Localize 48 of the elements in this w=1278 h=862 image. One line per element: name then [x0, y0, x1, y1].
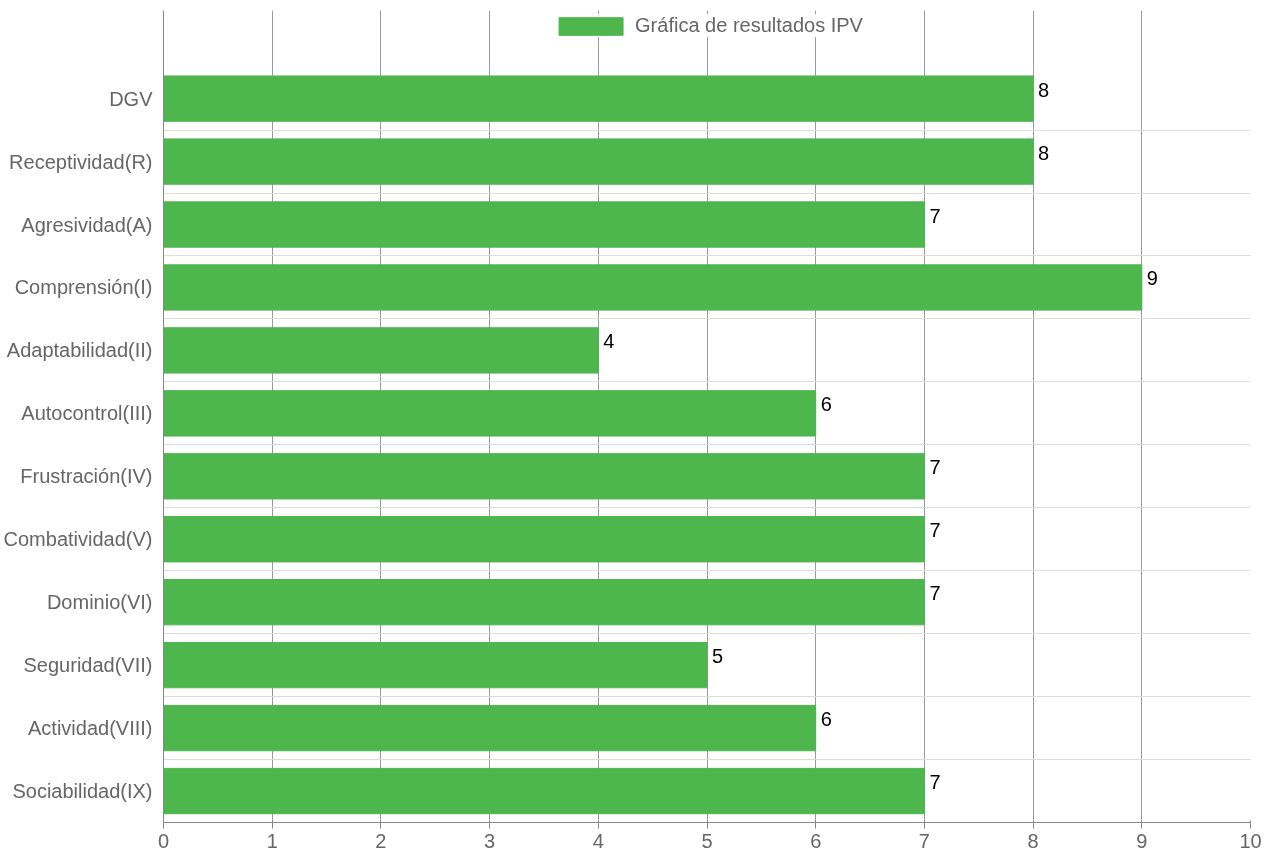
- bar: [163, 390, 817, 437]
- data-label: 6: [820, 393, 832, 416]
- x-tick-label: 10: [1239, 829, 1262, 852]
- bar: [163, 453, 925, 500]
- y-tick-label: Comprensión(I): [14, 276, 153, 299]
- x-tick-label: 2: [375, 829, 387, 852]
- x-tick-label: 4: [592, 829, 604, 852]
- x-tick-label: 6: [810, 829, 822, 852]
- data-label: 7: [929, 456, 941, 479]
- y-tick-label: Frustración(IV): [20, 465, 153, 488]
- bar: [163, 641, 708, 689]
- bar: [163, 264, 1143, 311]
- bar: [163, 767, 925, 815]
- x-tick-label: 3: [484, 829, 496, 852]
- bar: [163, 704, 817, 752]
- x-tick-label: 0: [157, 829, 170, 852]
- y-tick-label: Actividad(VIII): [28, 717, 153, 740]
- data-label: 7: [929, 204, 941, 227]
- data-label: 5: [712, 645, 724, 668]
- y-tick-label: Agresividad(A): [21, 213, 153, 236]
- data-label: 4: [603, 330, 615, 353]
- bar: [163, 516, 925, 563]
- bar: [163, 579, 925, 626]
- y-tick-label: Combatividad(V): [3, 528, 153, 551]
- y-tick-label: Dominio(VI): [46, 591, 153, 614]
- y-tick-label: Seguridad(VII): [23, 654, 153, 677]
- y-tick-label: Receptividad(R): [9, 150, 153, 173]
- x-tick-label: 5: [701, 829, 713, 852]
- data-label: 7: [929, 519, 941, 542]
- y-tick-label: Adaptabilidad(II): [6, 339, 153, 362]
- bar: [163, 138, 1034, 185]
- data-label: 6: [820, 708, 832, 731]
- legend-label: Gráfica de resultados IPV: [635, 14, 863, 37]
- data-label: 7: [929, 582, 941, 605]
- x-tick-label: 7: [918, 829, 930, 852]
- bar: [163, 201, 925, 248]
- data-label: 9: [1146, 267, 1158, 290]
- bar: [163, 327, 599, 374]
- y-tick-label: Autocontrol(III): [21, 402, 153, 425]
- data-label: 8: [1038, 141, 1050, 164]
- x-tick-label: 9: [1136, 829, 1148, 852]
- x-tick-label: 8: [1027, 829, 1039, 852]
- data-label: 8: [1038, 78, 1050, 101]
- bar: [163, 75, 1034, 122]
- x-tick-label: 1: [266, 829, 278, 852]
- y-tick-label: DGV: [109, 87, 154, 110]
- y-tick-label: Sociabilidad(IX): [12, 780, 153, 803]
- data-label: 7: [929, 771, 941, 794]
